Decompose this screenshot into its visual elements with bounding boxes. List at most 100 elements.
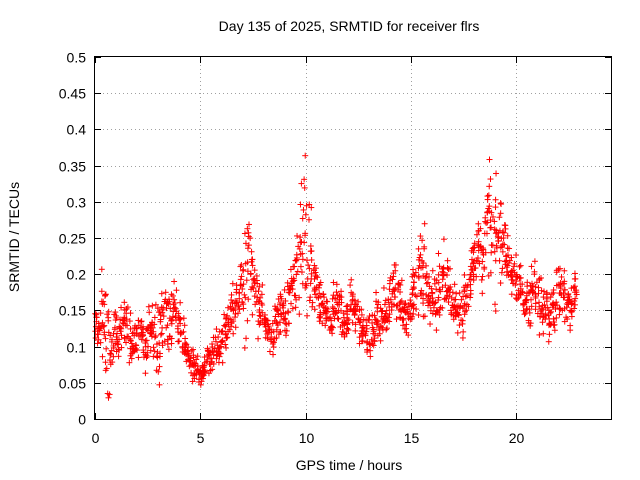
data-point [256, 321, 263, 328]
data-point [360, 316, 367, 323]
data-point [105, 329, 112, 336]
data-point [536, 331, 543, 338]
data-point [547, 309, 554, 316]
data-point [491, 218, 498, 225]
data-point [538, 310, 545, 317]
data-point [495, 238, 502, 245]
data-point [113, 312, 120, 319]
data-point [230, 318, 237, 325]
data-point [319, 300, 326, 307]
y-tick-label: 0.35 [59, 159, 86, 175]
data-point [333, 281, 340, 288]
data-point [573, 291, 580, 298]
data-point [149, 302, 156, 309]
data-point [328, 323, 335, 330]
y-tick-label: 0.05 [59, 376, 86, 392]
data-point [528, 296, 535, 303]
data-point [418, 287, 425, 294]
data-point [237, 281, 244, 288]
data-point [105, 308, 112, 315]
data-point [558, 291, 565, 298]
data-point [112, 309, 119, 316]
data-point [249, 262, 256, 269]
data-point [524, 283, 531, 290]
data-point [169, 313, 176, 320]
data-point [482, 214, 489, 221]
data-point [102, 359, 109, 366]
data-point [345, 327, 352, 334]
data-point [369, 319, 376, 326]
data-point [459, 334, 466, 341]
data-point [236, 290, 243, 297]
data-point [389, 276, 396, 283]
data-point [391, 287, 398, 294]
data-point [420, 290, 427, 297]
data-point [477, 225, 484, 232]
data-point [356, 319, 363, 326]
data-point [216, 344, 223, 351]
data-point [105, 394, 112, 401]
data-point [160, 313, 167, 320]
data-point [466, 276, 473, 283]
data-point [369, 324, 376, 331]
data-point [413, 293, 420, 300]
data-point [369, 341, 376, 348]
data-point [322, 322, 329, 329]
data-point [254, 280, 261, 287]
data-point [94, 340, 101, 347]
data-point [156, 381, 163, 388]
data-point [173, 287, 180, 294]
data-point [572, 301, 579, 308]
data-point [133, 342, 140, 349]
data-point [126, 318, 133, 325]
data-point [330, 279, 337, 286]
data-point [478, 276, 485, 283]
data-point [99, 353, 106, 360]
data-points [92, 152, 580, 401]
data-point [445, 287, 452, 294]
data-point [317, 279, 324, 286]
data-point [297, 234, 304, 241]
data-point [168, 320, 175, 327]
data-point [228, 291, 235, 298]
data-point [352, 321, 359, 328]
data-point [222, 341, 229, 348]
data-point [493, 170, 500, 177]
data-point [383, 326, 390, 333]
data-point [154, 348, 161, 355]
data-point [382, 317, 389, 324]
x-tick-label: 20 [509, 430, 525, 446]
data-point [397, 289, 404, 296]
data-point [383, 307, 390, 314]
data-point [504, 232, 511, 239]
data-point [266, 348, 273, 355]
data-point [302, 230, 309, 237]
data-point [301, 239, 308, 246]
data-point [254, 294, 261, 301]
data-point [307, 242, 314, 249]
data-point [166, 333, 173, 340]
data-point [407, 310, 414, 317]
data-point [429, 295, 436, 302]
data-point [255, 288, 262, 295]
data-point [444, 272, 451, 279]
data-point [410, 305, 417, 312]
data-point [237, 276, 244, 283]
data-point [219, 359, 226, 366]
data-point [154, 305, 161, 312]
data-point [133, 331, 140, 338]
data-point [171, 278, 178, 285]
data-point [219, 338, 226, 345]
data-point [572, 295, 579, 302]
data-point [458, 296, 465, 303]
data-point [283, 327, 290, 334]
data-point [553, 267, 560, 274]
data-point [270, 344, 277, 351]
data-point [152, 332, 159, 339]
data-point [302, 284, 309, 291]
data-point [370, 342, 377, 349]
data-point [419, 237, 426, 244]
data-point [157, 312, 164, 319]
data-point [159, 306, 166, 313]
data-point [166, 296, 173, 303]
